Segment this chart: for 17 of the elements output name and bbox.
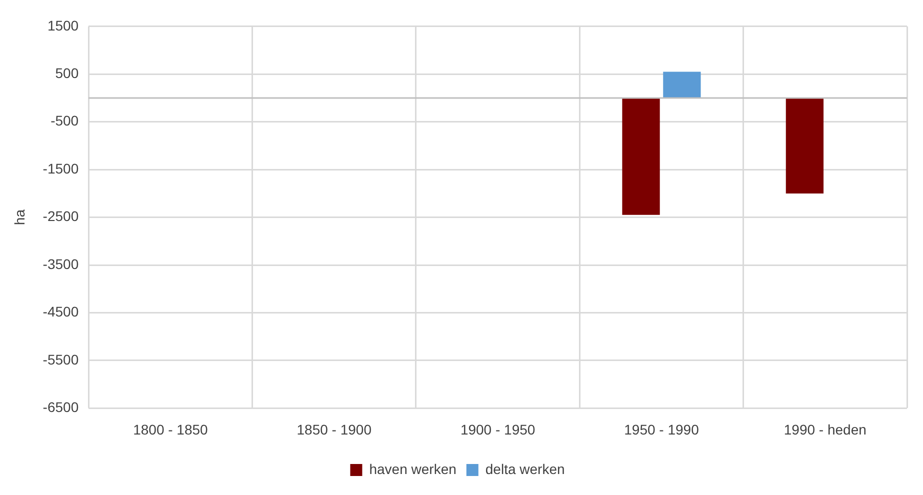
x-tick-label: 1900 - 1950 (460, 421, 536, 438)
y-tick-label: -2500 (42, 208, 79, 224)
y-tick-label: -6500 (42, 399, 79, 416)
y-axis-title: ha (11, 209, 28, 226)
x-tick-label: 1950 - 1990 (624, 421, 700, 438)
y-tick-label: -4500 (42, 304, 79, 320)
x-tick-label: 1850 - 1900 (296, 421, 372, 438)
x-tick-label: 1990 - heden (784, 421, 866, 438)
x-tick-label: 1800 - 1850 (133, 421, 208, 438)
legend-label: delta werken (485, 460, 565, 477)
y-tick-label: -3500 (42, 256, 79, 272)
legend-label: haven werken (369, 460, 456, 477)
y-tick-label: 500 (55, 64, 79, 81)
y-tick-label: 1500 (47, 17, 79, 34)
y-tick-label: -500 (50, 112, 79, 129)
y-tick-label: -1500 (42, 160, 79, 176)
y-tick-label: -5500 (42, 351, 79, 368)
